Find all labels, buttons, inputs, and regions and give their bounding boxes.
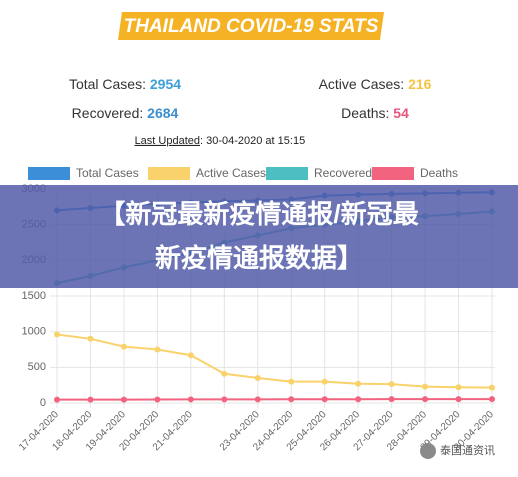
y-tick-label: 1000 [22, 326, 46, 338]
data-point [255, 375, 261, 381]
stat-value: 2954 [150, 76, 181, 92]
data-point [389, 381, 395, 387]
data-point [121, 344, 127, 350]
data-point [456, 384, 462, 390]
data-point [154, 347, 160, 353]
series-line [57, 335, 492, 388]
data-point [322, 396, 328, 402]
overlay-text: 【新冠最新疫情通报/新冠最 [99, 199, 419, 229]
data-point [355, 396, 361, 402]
data-point [255, 396, 261, 402]
stat-value: 2684 [147, 105, 178, 121]
data-point [54, 397, 60, 403]
data-point [154, 397, 160, 403]
stat-label: Recovered: [72, 105, 144, 121]
overlay-text: 新疫情通报数据】 [155, 243, 363, 273]
data-point [288, 379, 294, 385]
stat: Total Cases: 2954 [69, 76, 181, 92]
watermark-icon [420, 443, 436, 459]
legend-label: Deaths [420, 166, 458, 180]
stat-label: Total Cases: [69, 76, 146, 92]
legend-label: Total Cases [76, 166, 139, 180]
data-point [322, 379, 328, 385]
legend-swatch[interactable] [266, 167, 308, 180]
data-point [422, 384, 428, 390]
legend-swatch[interactable] [28, 167, 70, 180]
data-point [188, 352, 194, 358]
y-tick-label: 500 [28, 361, 46, 373]
data-point [355, 381, 361, 387]
stat: Deaths: 54 [341, 105, 409, 121]
watermark: 泰国通资讯 [440, 443, 495, 457]
title: THAILAND COVID-19 STATS [124, 16, 379, 37]
data-point [221, 371, 227, 377]
data-point [188, 396, 194, 402]
data-point [456, 396, 462, 402]
y-tick-label: 0 [40, 397, 46, 409]
stat-value: 54 [393, 105, 409, 121]
data-point [54, 332, 60, 338]
updated-text: : 30-04-2020 at 15:15 [200, 135, 305, 147]
legend-swatch[interactable] [372, 167, 414, 180]
stat-value: 216 [408, 76, 432, 92]
stat: Active Cases: 216 [319, 76, 432, 92]
data-point [288, 396, 294, 402]
data-point [489, 385, 495, 391]
stat-label: Active Cases: [319, 76, 405, 92]
updated-label: Last Updated [135, 135, 200, 147]
data-point [389, 396, 395, 402]
legend-swatch[interactable] [148, 167, 190, 180]
stat: Recovered: 2684 [72, 105, 179, 121]
data-point [422, 396, 428, 402]
data-point [87, 336, 93, 342]
data-point [87, 397, 93, 403]
legend-label: Recovered [314, 166, 372, 180]
data-point [121, 397, 127, 403]
data-point [221, 396, 227, 402]
data-point [489, 396, 495, 402]
stat-label: Deaths: [341, 105, 389, 121]
legend-label: Active Cases [196, 166, 266, 180]
y-tick-label: 1500 [22, 290, 46, 302]
